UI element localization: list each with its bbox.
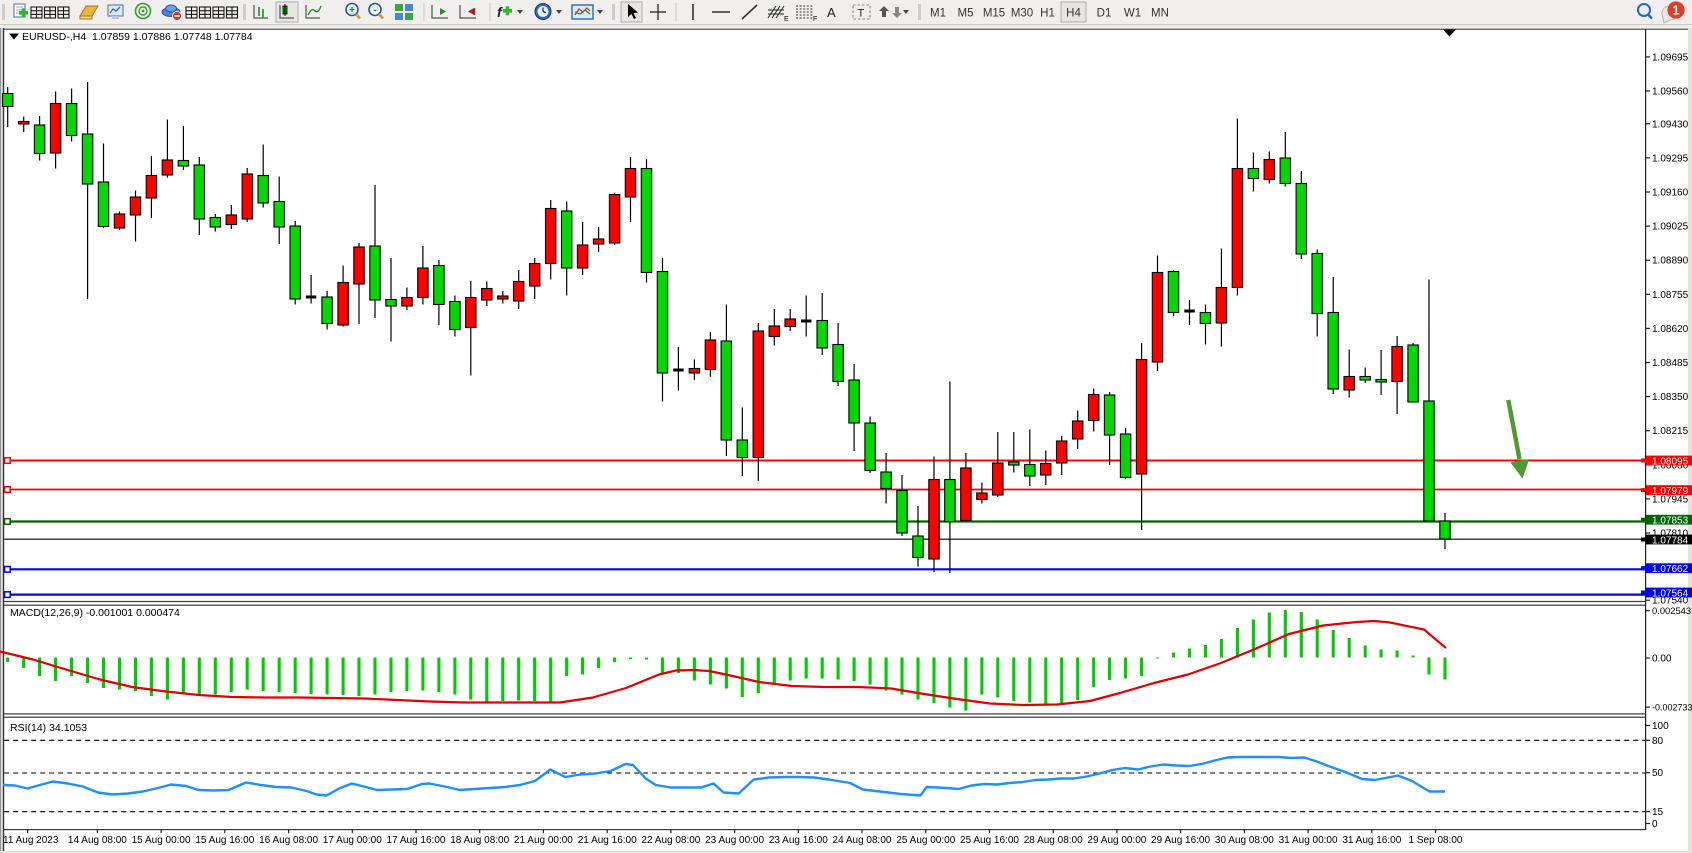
svg-text:28 Aug 08:00: 28 Aug 08:00 xyxy=(1024,835,1083,846)
svg-text:1.09695: 1.09695 xyxy=(1652,52,1689,63)
svg-text:H4: H4 xyxy=(1066,8,1081,20)
svg-text:H1: H1 xyxy=(1040,8,1055,20)
svg-text:M15: M15 xyxy=(983,8,1005,20)
svg-text:F: F xyxy=(813,16,817,23)
svg-text:M5: M5 xyxy=(958,8,974,20)
svg-text:1.08080: 1.08080 xyxy=(1652,460,1689,471)
svg-text:1.07945: 1.07945 xyxy=(1652,494,1689,505)
svg-text:+: + xyxy=(349,5,355,16)
svg-text:1 Sep 08:00: 1 Sep 08:00 xyxy=(1409,835,1463,846)
svg-text:EURUSD-,H4 1.07859 1.07886 1.: EURUSD-,H4 1.07859 1.07886 1.07748 1.077… xyxy=(22,31,253,43)
svg-text:1.09560: 1.09560 xyxy=(1652,87,1689,98)
svg-text:25 Aug 16:00: 25 Aug 16:00 xyxy=(960,835,1019,846)
svg-text:15 Aug 16:00: 15 Aug 16:00 xyxy=(195,835,254,846)
svg-text:1.07853: 1.07853 xyxy=(1652,516,1689,527)
svg-text:D1: D1 xyxy=(1097,8,1112,20)
svg-text:f: f xyxy=(497,4,503,20)
svg-text:11 Aug 2023: 11 Aug 2023 xyxy=(3,835,59,846)
svg-text:E: E xyxy=(784,16,789,23)
svg-text:1.09160: 1.09160 xyxy=(1652,188,1689,199)
svg-text:1.07784: 1.07784 xyxy=(1652,535,1689,546)
svg-text:17 Aug 00:00: 17 Aug 00:00 xyxy=(323,835,382,846)
svg-text:80: 80 xyxy=(1652,736,1664,747)
svg-text:M1: M1 xyxy=(930,8,946,20)
svg-text:1.08620: 1.08620 xyxy=(1652,324,1689,335)
svg-text:21 Aug 16:00: 21 Aug 16:00 xyxy=(578,835,637,846)
svg-text:A: A xyxy=(827,5,836,20)
svg-text:RSI(14) 34.1053: RSI(14) 34.1053 xyxy=(10,722,87,734)
svg-text:1.08755: 1.08755 xyxy=(1652,290,1689,301)
svg-text:23 Aug 00:00: 23 Aug 00:00 xyxy=(705,835,764,846)
svg-text:24 Aug 08:00: 24 Aug 08:00 xyxy=(833,835,892,846)
svg-text:22 Aug 08:00: 22 Aug 08:00 xyxy=(641,835,700,846)
svg-text:29 Aug 16:00: 29 Aug 16:00 xyxy=(1151,835,1210,846)
svg-text:1.08095: 1.08095 xyxy=(1652,456,1689,467)
svg-text:1.07979: 1.07979 xyxy=(1652,486,1689,497)
svg-text:0.002543: 0.002543 xyxy=(1652,605,1691,616)
svg-text:1.07810: 1.07810 xyxy=(1652,529,1689,540)
svg-text:1.08350: 1.08350 xyxy=(1652,392,1689,403)
svg-text:1.09430: 1.09430 xyxy=(1652,119,1689,130)
svg-text:50: 50 xyxy=(1652,768,1664,779)
svg-text:1.09295: 1.09295 xyxy=(1652,153,1689,164)
svg-text:1: 1 xyxy=(1673,4,1680,18)
svg-text:1.07662: 1.07662 xyxy=(1652,564,1689,575)
svg-text:15: 15 xyxy=(1652,807,1664,818)
svg-text:17 Aug 16:00: 17 Aug 16:00 xyxy=(387,835,446,846)
svg-text:14 Aug 08:00: 14 Aug 08:00 xyxy=(68,835,127,846)
svg-text:W1: W1 xyxy=(1124,8,1141,20)
svg-text:1.08215: 1.08215 xyxy=(1652,426,1689,437)
svg-text:16 Aug 08:00: 16 Aug 08:00 xyxy=(259,835,318,846)
svg-text:M30: M30 xyxy=(1011,8,1033,20)
svg-text:MACD(12,26,9) -0.001001 0.0004: MACD(12,26,9) -0.001001 0.000474 xyxy=(10,607,180,619)
svg-text:1.07540: 1.07540 xyxy=(1652,596,1689,607)
svg-text:29 Aug 00:00: 29 Aug 00:00 xyxy=(1087,835,1146,846)
svg-text:1.08890: 1.08890 xyxy=(1652,256,1689,267)
svg-text:1.08485: 1.08485 xyxy=(1652,358,1689,369)
svg-text:-0.002733: -0.002733 xyxy=(1652,703,1692,713)
svg-text:23 Aug 16:00: 23 Aug 16:00 xyxy=(769,835,828,846)
svg-text:100: 100 xyxy=(1652,721,1669,732)
svg-text:21 Aug 00:00: 21 Aug 00:00 xyxy=(514,835,573,846)
svg-text:T: T xyxy=(858,8,865,20)
svg-text:31 Aug 00:00: 31 Aug 00:00 xyxy=(1279,835,1338,846)
svg-text:18 Aug 08:00: 18 Aug 08:00 xyxy=(450,835,509,846)
svg-text:0: 0 xyxy=(1652,819,1658,830)
svg-text:1.09025: 1.09025 xyxy=(1652,222,1689,233)
svg-text:15 Aug 00:00: 15 Aug 00:00 xyxy=(132,835,191,846)
svg-text:MN: MN xyxy=(1151,8,1169,20)
svg-text:30 Aug 08:00: 30 Aug 08:00 xyxy=(1215,835,1274,846)
svg-text:0.00: 0.00 xyxy=(1652,654,1672,665)
svg-text:31 Aug 16:00: 31 Aug 16:00 xyxy=(1342,835,1401,846)
svg-text:25 Aug 00:00: 25 Aug 00:00 xyxy=(896,835,955,846)
svg-text:-: - xyxy=(373,5,376,16)
svg-text:1.07564: 1.07564 xyxy=(1652,588,1689,599)
